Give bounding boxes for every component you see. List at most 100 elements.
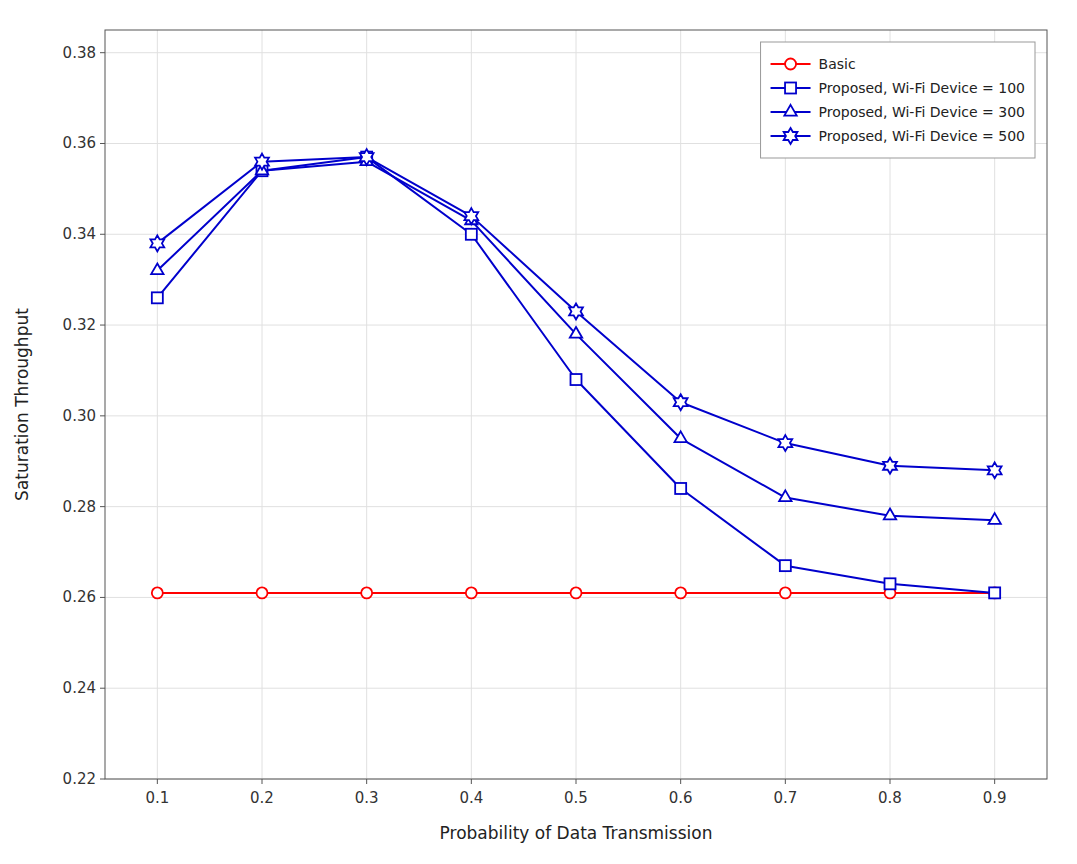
x-tick — [785, 779, 786, 784]
y-tick — [100, 688, 105, 689]
x-tick — [576, 779, 577, 784]
point-marker — [466, 587, 477, 598]
series-line — [157, 157, 994, 593]
y-tick-label: 0.28 — [63, 498, 96, 516]
x-tick-label: 0.3 — [355, 789, 379, 807]
chart: 0.10.20.30.40.50.60.70.80.90.220.240.260… — [0, 0, 1077, 864]
x-grid-line — [366, 30, 367, 779]
point-marker — [674, 431, 686, 442]
series — [150, 149, 1001, 478]
series-line — [157, 162, 994, 521]
axes: 0.10.20.30.40.50.60.70.80.90.220.240.260… — [12, 30, 1047, 843]
x-tick-label: 0.7 — [773, 789, 797, 807]
data — [150, 149, 1001, 598]
legend-label: Proposed, Wi-Fi Device = 500 — [819, 128, 1025, 144]
y-tick-label: 0.24 — [63, 679, 96, 697]
point-marker — [779, 490, 791, 501]
point-marker — [466, 229, 477, 240]
plot-frame — [105, 30, 1047, 779]
point-marker — [989, 587, 1000, 598]
x-grid-line — [262, 30, 263, 779]
x-grid-line — [157, 30, 158, 779]
y-tick — [100, 325, 105, 326]
x-tick — [157, 779, 158, 784]
legend-item: Proposed, Wi-Fi Device = 100 — [771, 80, 1025, 96]
legend-marker — [784, 128, 798, 144]
legend-item: Basic — [771, 56, 856, 72]
y-tick — [100, 143, 105, 144]
x-tick-label: 0.9 — [983, 789, 1007, 807]
x-tick-label: 0.1 — [145, 789, 169, 807]
x-tick — [994, 779, 995, 784]
y-tick — [100, 415, 105, 416]
x-axis-label: Probability of Data Transmission — [440, 823, 713, 843]
y-grid-line — [105, 234, 1047, 235]
point-marker — [674, 394, 688, 410]
y-tick-label: 0.34 — [63, 225, 96, 243]
x-tick-label: 0.8 — [878, 789, 902, 807]
y-tick — [100, 597, 105, 598]
y-axis-label: Saturation Throughput — [12, 308, 32, 501]
point-marker — [780, 587, 791, 598]
legend: Basic Proposed, Wi-Fi Device = 100 Propose… — [761, 42, 1035, 158]
legend-item: Proposed, Wi-Fi Device = 500 — [771, 128, 1025, 144]
series-line — [157, 157, 994, 470]
point-marker — [988, 513, 1000, 524]
x-tick — [471, 779, 472, 784]
point-marker — [884, 509, 896, 520]
x-tick-label: 0.2 — [250, 789, 274, 807]
point-marker — [569, 303, 583, 319]
point-marker — [464, 208, 478, 224]
point-marker — [150, 235, 164, 251]
x-grid-line — [471, 30, 472, 779]
point-marker — [885, 578, 896, 589]
legend-label: Proposed, Wi-Fi Device = 100 — [819, 80, 1025, 96]
point-marker — [152, 587, 163, 598]
legend-label: Basic — [819, 56, 856, 72]
y-tick-label: 0.22 — [63, 770, 96, 788]
x-tick — [262, 779, 263, 784]
x-tick — [890, 779, 891, 784]
y-tick-label: 0.36 — [63, 134, 96, 152]
series — [152, 152, 1000, 599]
legend-item: Proposed, Wi-Fi Device = 300 — [771, 104, 1025, 120]
legend-marker — [784, 105, 796, 116]
point-marker — [780, 560, 791, 571]
y-tick — [100, 506, 105, 507]
point-marker — [571, 374, 582, 385]
grid — [105, 30, 1047, 779]
x-tick — [366, 779, 367, 784]
y-grid-line — [105, 688, 1047, 689]
x-tick — [680, 779, 681, 784]
y-tick — [100, 234, 105, 235]
y-tick-label: 0.26 — [63, 588, 96, 606]
y-tick-label: 0.30 — [63, 407, 96, 425]
point-marker — [360, 149, 374, 165]
point-marker — [571, 587, 582, 598]
point-marker — [675, 483, 686, 494]
point-marker — [883, 458, 897, 474]
y-tick — [100, 779, 105, 780]
y-grid-line — [105, 415, 1047, 416]
background — [0, 0, 1077, 864]
x-tick-label: 0.5 — [564, 789, 588, 807]
y-tick-label: 0.32 — [63, 316, 96, 334]
x-grid-line — [576, 30, 577, 779]
x-tick-label: 0.6 — [669, 789, 693, 807]
legend-label: Proposed, Wi-Fi Device = 300 — [819, 104, 1025, 120]
legend-box — [761, 42, 1035, 158]
point-marker — [255, 154, 269, 170]
point-marker — [152, 292, 163, 303]
point-marker — [675, 587, 686, 598]
point-marker — [151, 263, 163, 274]
y-grid-line — [105, 506, 1047, 507]
y-tick-label: 0.38 — [63, 44, 96, 62]
point-marker — [257, 587, 268, 598]
series — [152, 587, 1000, 598]
point-marker — [989, 587, 1000, 598]
legend-marker — [785, 59, 796, 70]
point-marker — [570, 327, 582, 338]
series — [151, 154, 1001, 523]
point-marker — [361, 587, 372, 598]
point-marker — [988, 462, 1002, 478]
